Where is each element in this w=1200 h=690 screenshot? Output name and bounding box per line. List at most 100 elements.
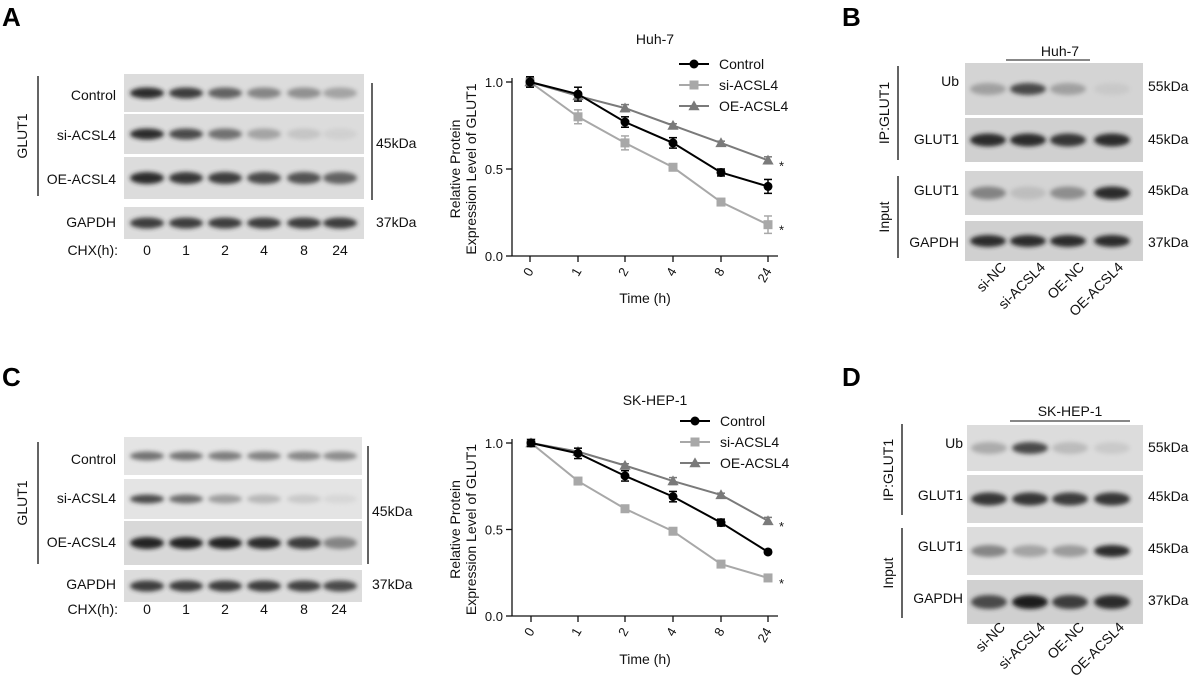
blot-strip — [965, 171, 1143, 215]
blot-band — [208, 217, 242, 229]
x-tick-label: 0 — [520, 265, 537, 279]
data-point — [573, 89, 583, 99]
blot-band — [1050, 186, 1086, 200]
data-point — [763, 181, 773, 191]
blot-band — [1094, 83, 1130, 95]
x-tick-label: 4 — [663, 625, 680, 639]
blot-band — [247, 494, 281, 504]
blot-band — [323, 494, 357, 504]
blot-band — [208, 537, 242, 549]
data-point — [763, 220, 773, 230]
legend-label: OE-ACSL4 — [720, 455, 789, 471]
blot-band — [130, 172, 164, 184]
row-label: GAPDH — [909, 234, 959, 250]
blot-band — [287, 87, 321, 99]
x-tick-label: 4 — [663, 265, 680, 279]
blot-band — [971, 545, 1007, 557]
chx-value: 0 — [143, 601, 151, 617]
legend-label: Control — [719, 56, 764, 72]
chx-value: 24 — [331, 601, 347, 617]
data-point — [668, 138, 678, 148]
x-tick-label: 24 — [754, 625, 774, 645]
kda-label-gapdh: 37kDa — [372, 576, 413, 592]
chx-label: CHX(h): — [67, 601, 118, 617]
x-tick-label: 8 — [711, 625, 728, 639]
kda-label: 45kDa — [1148, 488, 1189, 504]
blot-strip — [124, 74, 364, 112]
chart-title: SK-HEP-1 — [623, 392, 688, 408]
row-label: GLUT1 — [918, 538, 963, 554]
blot-strip — [124, 437, 362, 475]
series-line — [530, 442, 769, 579]
series-control — [526, 438, 773, 557]
y-tick-label: 1.0 — [485, 75, 503, 90]
blot-band — [1012, 595, 1048, 609]
significance-star: * — [779, 519, 784, 534]
blot-band — [1012, 442, 1048, 454]
series-oe-acsl4 — [524, 76, 774, 165]
blot-band — [208, 87, 242, 99]
blot-band — [323, 217, 357, 229]
row-label: GAPDH — [913, 590, 963, 606]
data-point — [762, 154, 774, 165]
ip-blot-panel-d: SK-HEP-1 IP:GLUT1 Input Ub GLUT1 GLUT1 G… — [880, 403, 1189, 679]
data-point — [690, 416, 700, 426]
blot-band — [287, 537, 321, 549]
chx-value: 24 — [332, 242, 348, 258]
row-label-si-acsl4: si-ACSL4 — [57, 490, 116, 506]
input-label: Input — [880, 557, 896, 588]
x-tick-label: 0 — [521, 625, 538, 639]
data-point — [716, 197, 726, 207]
data-point — [573, 476, 583, 486]
data-point — [716, 518, 726, 528]
row-label-oe-acsl4: OE-ACSL4 — [47, 534, 116, 550]
blot-panel-a: GLUT1 Control si-ACSL4 OE-ACSL4 GAPDH 45… — [14, 74, 417, 258]
data-point — [573, 448, 583, 458]
blot-band — [323, 537, 357, 549]
significance-star: * — [779, 576, 784, 591]
blot-strip — [124, 157, 364, 199]
blot-strip — [124, 570, 362, 602]
x-tick-label: 2 — [615, 265, 632, 279]
row-label-control: Control — [71, 451, 116, 467]
blot-band — [130, 87, 164, 99]
blot-band — [970, 83, 1006, 95]
blot-band — [247, 87, 281, 99]
blot-band — [169, 87, 203, 99]
data-point — [619, 102, 631, 113]
y-axis-label: Expression Level of GLUT1 — [463, 444, 479, 615]
data-point — [716, 167, 726, 177]
x-tick-label: 2 — [615, 625, 632, 639]
blot-band — [970, 235, 1006, 247]
legend-label: Control — [720, 413, 765, 429]
panel-letter-a: A — [2, 2, 21, 32]
data-point — [715, 489, 727, 500]
row-label-si-acsl4: si-ACSL4 — [57, 127, 116, 143]
blot-band — [130, 451, 164, 461]
ip-blot-panel-b: Huh-7 IP:GLUT1 Input Ub GLUT1 GLUT1 GAPD… — [876, 43, 1189, 319]
blot-strip — [967, 527, 1143, 575]
chx-value: 4 — [260, 242, 268, 258]
blot-band — [1052, 442, 1088, 454]
data-point — [620, 471, 630, 481]
row-label: GLUT1 — [914, 131, 959, 147]
row-label-gapdh: GAPDH — [66, 576, 116, 592]
significance-star: * — [779, 158, 784, 173]
blot-band — [247, 172, 281, 184]
blot-band — [323, 87, 357, 99]
blot-band — [323, 128, 357, 140]
kda-label-main: 45kDa — [376, 135, 417, 151]
blot-band — [208, 128, 242, 140]
blot-band — [1094, 133, 1130, 147]
blot-band — [1010, 83, 1046, 95]
data-point — [620, 138, 630, 148]
kda-label: 37kDa — [1148, 234, 1189, 250]
blot-band — [287, 451, 321, 461]
blot-band — [970, 133, 1006, 147]
data-point — [689, 59, 699, 69]
row-label-oe-acsl4: OE-ACSL4 — [47, 171, 116, 187]
series-line — [529, 81, 769, 162]
significance-star: * — [779, 223, 784, 238]
